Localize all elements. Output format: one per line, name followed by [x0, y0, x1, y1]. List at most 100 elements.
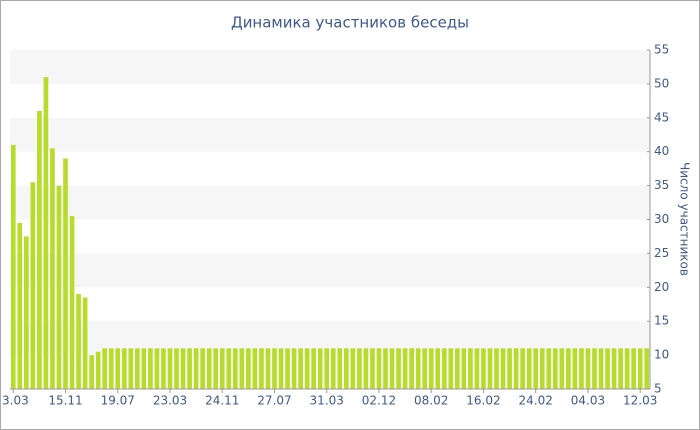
bar: [520, 348, 526, 389]
bar: [330, 348, 336, 389]
bar: [272, 348, 277, 389]
bar: [226, 348, 232, 389]
x-tick-label: 02.12: [362, 394, 396, 408]
bar: [415, 348, 421, 389]
bar: [37, 111, 42, 390]
bar: [546, 348, 552, 389]
bar: [239, 348, 245, 389]
bar: [200, 348, 206, 389]
bar: [637, 348, 643, 389]
bar: [592, 348, 597, 389]
bar: [572, 348, 578, 389]
bar: [402, 348, 408, 389]
bar: [161, 348, 166, 389]
bar: [76, 294, 81, 389]
bar: [513, 348, 519, 389]
bar: [428, 348, 434, 389]
x-tick-label: 12.03: [623, 394, 657, 408]
bar: [363, 348, 369, 389]
bar: [389, 348, 395, 389]
bar: [311, 348, 317, 389]
bar: [50, 148, 55, 389]
bar: [206, 348, 212, 389]
bar: [409, 348, 414, 389]
bar: [631, 348, 637, 389]
y-tick-label: 25: [654, 246, 669, 260]
y-axis-label: Число участников: [678, 162, 692, 276]
bar: [317, 348, 323, 389]
bar: [461, 348, 467, 389]
bar: [396, 348, 401, 389]
x-tick-label: 04.03: [571, 394, 605, 408]
bar: [422, 348, 428, 389]
bar: [376, 348, 382, 389]
bar: [232, 348, 238, 389]
bar: [605, 348, 610, 389]
bar: [618, 348, 623, 389]
bar: [167, 348, 173, 389]
bar: [494, 348, 499, 389]
bar: [350, 348, 356, 389]
bar: [89, 355, 94, 389]
bar: [10, 144, 16, 389]
grid-band: [10, 185, 650, 220]
bar: [507, 348, 512, 389]
bar: [285, 348, 290, 389]
y-tick-label: 10: [654, 348, 669, 362]
bar: [474, 348, 480, 389]
bar: [526, 348, 532, 389]
bar: [148, 348, 153, 389]
y-tick-label: 15: [654, 314, 669, 328]
bar: [193, 348, 199, 389]
bar: [69, 216, 75, 389]
bar: [304, 348, 310, 389]
bar: [624, 348, 630, 389]
bar: [552, 348, 558, 389]
bar: [324, 348, 330, 389]
y-tick-label: 40: [654, 144, 669, 158]
x-tick-label: 24.11: [205, 394, 239, 408]
x-tick-label: 24.02: [519, 394, 553, 408]
bar: [30, 182, 36, 389]
bar: [533, 348, 539, 389]
bar: [598, 348, 604, 389]
bar: [481, 348, 486, 389]
bar: [487, 348, 493, 389]
bar: [23, 236, 29, 389]
x-tick-label: 16.02: [466, 394, 500, 408]
bar: [115, 348, 121, 389]
bar: [121, 348, 127, 389]
bar: [219, 348, 225, 389]
bar: [43, 77, 49, 390]
bar: [441, 348, 447, 389]
x-tick-label: 19.07: [101, 394, 135, 408]
bar: [454, 348, 460, 389]
bar: [82, 297, 88, 389]
bar: [154, 348, 160, 389]
bar: [435, 348, 441, 389]
bar: [174, 348, 179, 389]
bar: [259, 348, 264, 389]
bar: [644, 348, 650, 389]
bar: [252, 348, 258, 389]
bar: [611, 348, 617, 389]
grid-band: [10, 253, 650, 288]
bar: [95, 351, 101, 389]
bar: [102, 348, 108, 389]
y-tick-label: 35: [654, 178, 669, 192]
bar: [108, 348, 114, 389]
x-tick-label: 15.11: [48, 394, 82, 408]
bar: [187, 348, 192, 389]
bar: [539, 348, 545, 389]
bar: [246, 348, 251, 389]
bar: [468, 348, 473, 389]
bar: [343, 348, 349, 389]
y-tick-label: 20: [654, 280, 669, 294]
bar: [56, 185, 62, 389]
x-tick-label: 23.03: [153, 394, 187, 408]
bar: [298, 348, 303, 389]
bar: [383, 348, 388, 389]
x-tick-label: 31.03: [310, 394, 344, 408]
bar: [370, 348, 375, 389]
